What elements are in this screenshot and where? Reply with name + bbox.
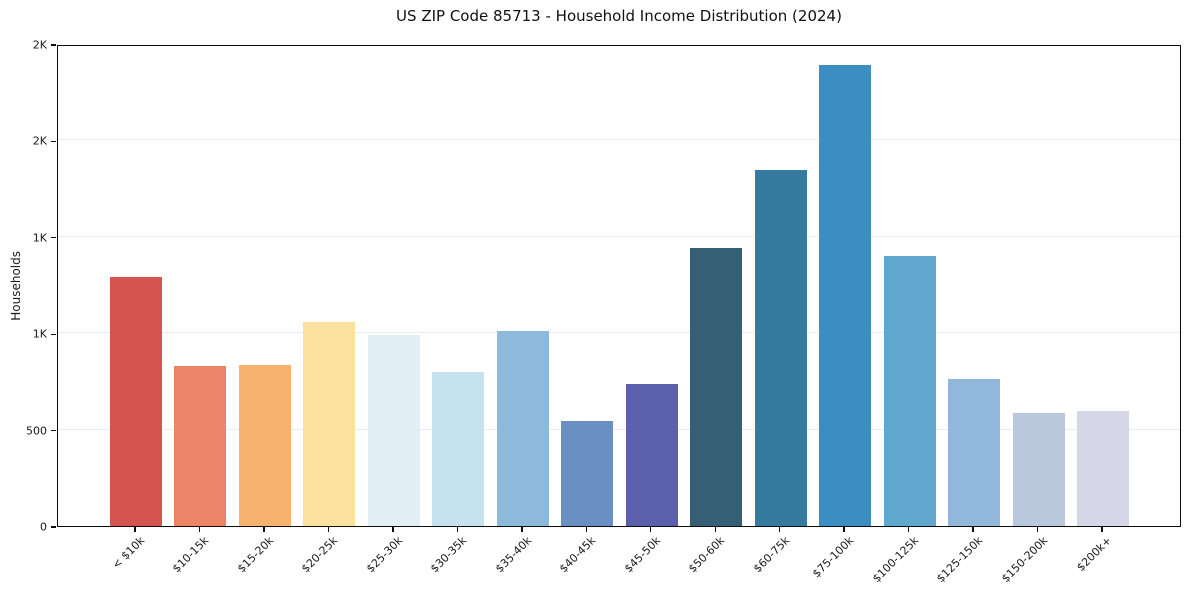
bar-60-75k [754, 170, 807, 526]
x-tick-label: $60-75k [750, 534, 792, 576]
y-tick-label: 2K [32, 38, 47, 52]
x-tick-mark [1036, 527, 1039, 532]
bar-20-25k [303, 321, 356, 526]
y-axis-label-wrap: Households [8, 45, 24, 527]
y-tick-mark [51, 44, 56, 46]
x-tick-mark [650, 527, 652, 532]
bar-125-150k [948, 378, 1001, 526]
x-tick-label: $45-50k [621, 534, 663, 576]
x-tick-mark [198, 527, 201, 532]
x-tick-label: $75-100k [810, 534, 857, 581]
x-tick-mark [714, 527, 716, 532]
bar-150-200k [1012, 412, 1065, 526]
y-tick-label: 1K [32, 327, 47, 341]
x-tick-label: $50-60k [686, 534, 728, 576]
x-tick-mark [456, 527, 459, 532]
x-tick-mark [263, 527, 265, 532]
gridline [58, 139, 1180, 141]
x-tick-label: $30-35k [428, 534, 470, 576]
bar-50-60k [690, 247, 743, 526]
x-tick-label: $150-200k [998, 534, 1050, 586]
y-tick-label: 2K [32, 134, 47, 148]
x-tick-mark [779, 527, 781, 532]
y-tick-mark [51, 429, 56, 432]
bar-75-100k [819, 65, 872, 526]
bar-100-125k [883, 256, 936, 526]
gridline [58, 428, 1180, 430]
bar-10k [110, 276, 162, 526]
bar-35-40k [496, 331, 549, 526]
bar-10-15k [174, 366, 227, 526]
x-tick-mark [843, 527, 845, 532]
bar-30-35k [432, 371, 485, 526]
bar-25-30k [367, 334, 420, 526]
x-tick-mark [134, 527, 136, 532]
bar-15-20k [238, 364, 291, 526]
y-tick-mark [51, 333, 56, 335]
y-tick-mark [51, 237, 56, 239]
y-tick-mark [51, 140, 56, 143]
x-tick-mark [907, 527, 910, 532]
x-tick-label: $40-45k [557, 534, 599, 576]
x-tick-mark [392, 527, 394, 532]
x-tick-label: $25-30k [363, 534, 406, 576]
plot-area [57, 45, 1181, 527]
chart-title: US ZIP Code 85713 - Household Income Dis… [396, 7, 842, 25]
x-tick-mark [1101, 527, 1103, 532]
x-tick-mark [327, 527, 330, 532]
x-tick-mark [521, 527, 523, 532]
bar-200k [1077, 411, 1130, 526]
bar-40-45k [561, 420, 614, 526]
x-tick-label: $200k+ [1074, 534, 1115, 575]
x-tick-mark [585, 527, 587, 532]
x-tick-mark [972, 527, 974, 532]
gridline [58, 235, 1180, 237]
x-tick-label: $15-20k [234, 534, 277, 576]
y-tick-mark [51, 526, 56, 528]
y-tick-label: 500 [26, 424, 47, 438]
x-tick-label: $35-40k [492, 534, 535, 576]
y-tick-label: 1K [32, 231, 47, 245]
x-tick-label: $100-125k [869, 534, 921, 586]
x-tick-label: $20-25k [299, 534, 341, 576]
y-tick-label: 0 [40, 520, 47, 534]
x-tick-label: < $10k [109, 534, 148, 572]
bar-45-50k [625, 383, 678, 526]
x-tick-label: $10-15k [170, 534, 212, 576]
y-axis-label: Households [9, 251, 23, 321]
x-tick-label: $125-150k [934, 534, 986, 586]
gridline [58, 332, 1180, 334]
